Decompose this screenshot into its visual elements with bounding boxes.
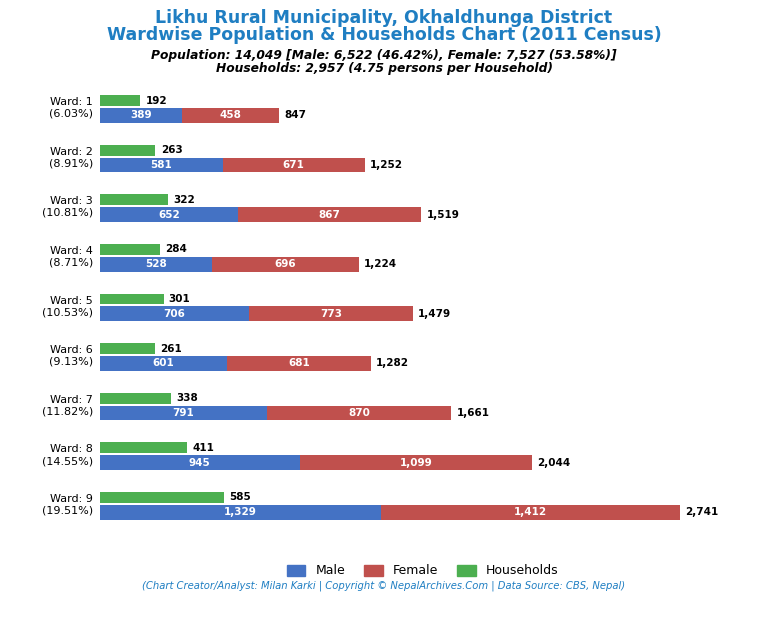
Bar [100, 343, 155, 354]
Bar [300, 455, 532, 470]
Bar [100, 455, 300, 470]
Text: Likhu Rural Municipality, Okhaldhunga District: Likhu Rural Municipality, Okhaldhunga Di… [155, 9, 613, 27]
Bar [100, 505, 381, 520]
Text: 458: 458 [220, 110, 241, 120]
Text: 696: 696 [274, 259, 296, 269]
Bar [100, 257, 211, 272]
Bar [100, 95, 141, 106]
Text: 945: 945 [189, 458, 210, 468]
Bar [100, 442, 187, 453]
Text: 706: 706 [164, 309, 185, 319]
Text: 1,661: 1,661 [456, 408, 489, 418]
Bar [267, 406, 451, 421]
Text: 581: 581 [151, 160, 172, 170]
Text: 1,412: 1,412 [514, 507, 547, 517]
Text: 528: 528 [145, 259, 167, 269]
Bar [223, 158, 365, 173]
Text: 867: 867 [319, 209, 340, 220]
Text: 1,479: 1,479 [418, 309, 451, 319]
Legend: Male, Female, Households: Male, Female, Households [282, 559, 563, 583]
Bar [249, 307, 412, 321]
Text: 263: 263 [161, 145, 183, 155]
Bar [100, 158, 223, 173]
Text: 338: 338 [177, 393, 198, 403]
Text: Population: 14,049 [Male: 6,522 (46.42%), Female: 7,527 (53.58%)]: Population: 14,049 [Male: 6,522 (46.42%)… [151, 49, 617, 62]
Text: 411: 411 [192, 443, 214, 453]
Text: 847: 847 [284, 110, 306, 120]
Text: Households: 2,957 (4.75 persons per Household): Households: 2,957 (4.75 persons per Hous… [216, 62, 552, 75]
Text: 585: 585 [229, 492, 250, 502]
Text: 870: 870 [348, 408, 370, 418]
Bar [100, 108, 182, 123]
Bar [100, 194, 168, 205]
Bar [381, 505, 680, 520]
Text: 2,044: 2,044 [538, 458, 571, 468]
Bar [100, 492, 223, 503]
Text: 681: 681 [288, 358, 310, 368]
Text: 192: 192 [146, 95, 167, 105]
Text: 1,329: 1,329 [224, 507, 257, 517]
Bar [100, 145, 155, 156]
Text: 261: 261 [161, 343, 182, 354]
Text: 1,282: 1,282 [376, 358, 409, 368]
Bar [182, 108, 279, 123]
Text: 1,519: 1,519 [426, 209, 459, 220]
Text: 284: 284 [165, 244, 187, 254]
Bar [100, 406, 267, 421]
Text: (Chart Creator/Analyst: Milan Karki | Copyright © NepalArchives.Com | Data Sourc: (Chart Creator/Analyst: Milan Karki | Co… [142, 581, 626, 591]
Text: 1,252: 1,252 [370, 160, 403, 170]
Text: 671: 671 [283, 160, 305, 170]
Bar [100, 356, 227, 371]
Bar [100, 307, 249, 321]
Bar [100, 207, 238, 222]
Text: 1,224: 1,224 [364, 259, 397, 269]
Bar [100, 244, 160, 255]
Text: 773: 773 [320, 309, 342, 319]
Text: 791: 791 [173, 408, 194, 418]
Text: 2,741: 2,741 [685, 507, 718, 517]
Text: 601: 601 [153, 358, 174, 368]
Bar [100, 392, 171, 404]
Text: 652: 652 [158, 209, 180, 220]
Text: 389: 389 [130, 110, 152, 120]
Bar [211, 257, 359, 272]
Bar [238, 207, 421, 222]
Text: 322: 322 [174, 195, 195, 205]
Bar [100, 293, 164, 305]
Bar [227, 356, 371, 371]
Text: 1,099: 1,099 [399, 458, 432, 468]
Text: Wardwise Population & Households Chart (2011 Census): Wardwise Population & Households Chart (… [107, 26, 661, 44]
Text: 301: 301 [169, 294, 190, 304]
